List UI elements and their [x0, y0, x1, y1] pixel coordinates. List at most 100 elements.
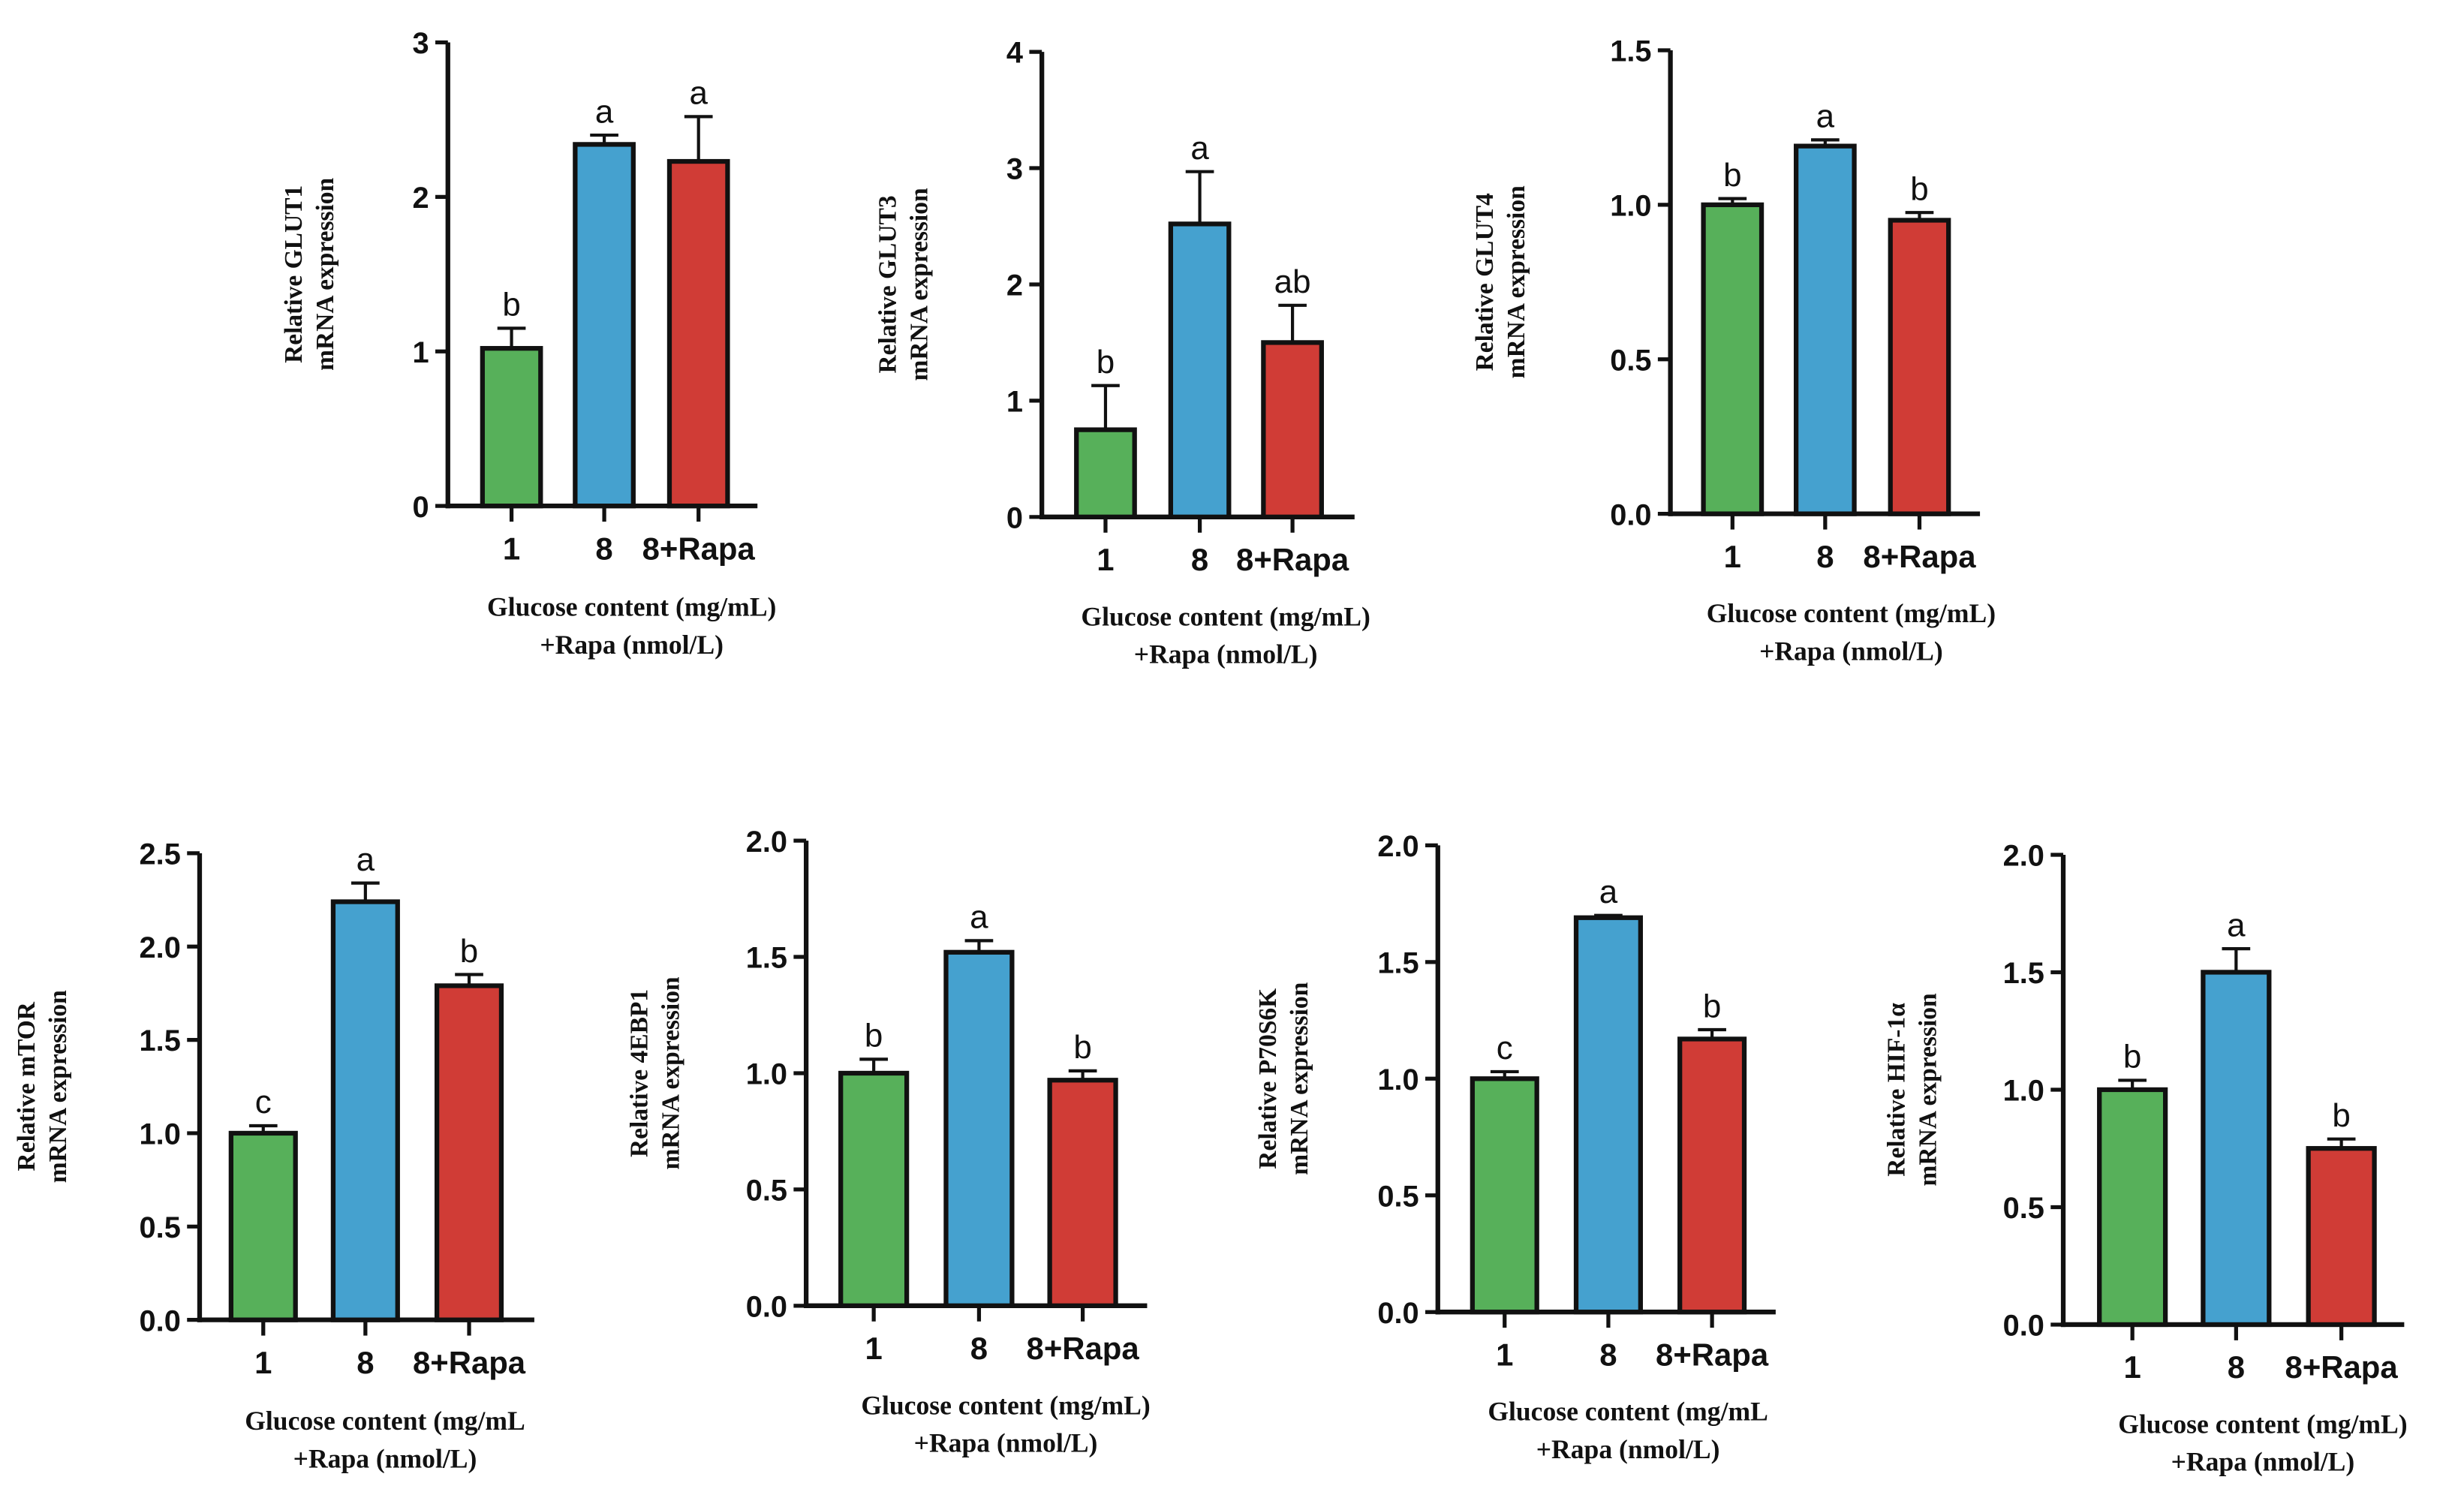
bar [2097, 1087, 2168, 1328]
bar [838, 1070, 910, 1308]
x-axis-label-line1: Glucose content (mg/mL [245, 1406, 525, 1436]
y-axis-label-line1: Relative mTOR [13, 1001, 41, 1171]
y-axis-label-line2: mRNA expression [1286, 982, 1313, 1175]
y-axis-label-line2: mRNA expression [311, 177, 339, 370]
y-axis-label: Relative HIF-1α mRNA expression [1883, 993, 1942, 1186]
y-tick-label: 0.5 [1377, 1180, 1419, 1213]
y-axis-label-line2: mRNA expression [1914, 993, 1942, 1186]
bar [1261, 340, 1324, 519]
x-axis-label-line1: Glucose content (mg/mL [1488, 1397, 1768, 1427]
significance-letter: a [1190, 130, 1209, 167]
y-axis-label: Relative 4EBP1 mRNA expression [626, 976, 685, 1169]
y-axis-label: Relative mTOR mRNA expression [13, 990, 72, 1183]
y-tick-label: 1.5 [1610, 35, 1651, 68]
significance-letter: a [357, 841, 375, 878]
significance-letter: a [689, 75, 708, 112]
y-tick-label: 1.5 [2003, 957, 2044, 990]
x-tick-label: 8+Rapa [413, 1345, 526, 1380]
bar [330, 899, 400, 1322]
y-tick-label: 2 [1006, 269, 1023, 302]
y-axis-label: Relative GLUT1 mRNA expression [280, 177, 339, 370]
y-tick-label: 0.5 [2003, 1192, 2044, 1225]
y-tick-label: 0.0 [1377, 1297, 1419, 1330]
y-tick-label: 0.5 [1610, 344, 1651, 377]
significance-letter: b [2123, 1039, 2141, 1075]
y-axis-label-line1: Relative P70S6K [1254, 988, 1282, 1169]
significance-letter: b [1703, 988, 1721, 1024]
y-tick-label: 2.0 [140, 931, 181, 964]
y-tick-label: 3 [413, 27, 429, 60]
y-tick-label: 0 [1006, 501, 1023, 534]
significance-letter: b [502, 287, 520, 323]
x-axis-label-line2: +Rapa (nmol/L) [540, 630, 724, 660]
chart-panel: 0.0 0.5 1.0 1.5 2.0 b 1 a 8 b 8+Rapa Relative 4EBP1… [626, 826, 1151, 1458]
y-tick-label: 1 [413, 336, 429, 369]
y-tick-label: 0.0 [2003, 1310, 2044, 1343]
bar [1573, 915, 1643, 1315]
y-tick-label: 1.0 [1377, 1063, 1419, 1096]
bar [1701, 202, 1765, 516]
x-tick-label: 8+Rapa [1656, 1337, 1769, 1372]
bar [2201, 970, 2272, 1328]
y-axis-label-line1: Relative GLUT3 [874, 195, 901, 373]
bar [1047, 1078, 1118, 1308]
x-tick-label: 8 [1599, 1337, 1617, 1372]
y-axis-label-line1: Relative GLUT4 [1471, 193, 1499, 371]
significance-letter: ab [1274, 263, 1311, 300]
y-axis-label-line2: mRNA expression [905, 188, 933, 381]
y-axis-label: Relative GLUT3 mRNA expression [874, 188, 933, 381]
significance-letter: a [1599, 874, 1618, 910]
x-axis-label-line2: +Rapa (nmol/L) [1536, 1434, 1720, 1464]
y-tick-label: 3 [1006, 153, 1023, 186]
bar [1470, 1076, 1539, 1315]
x-tick-label: 8+Rapa [1236, 542, 1349, 577]
y-tick-label: 1.5 [1377, 946, 1419, 979]
bar [1168, 221, 1232, 519]
y-tick-label: 0.5 [746, 1175, 787, 1208]
y-tick-label: 1.0 [1610, 190, 1651, 223]
x-axis-label-line1: Glucose content (mg/mL) [1707, 598, 1996, 628]
significance-letter: b [1910, 170, 1928, 207]
chart-panel: 0.0 0.5 1.0 1.5 2.0 c 1 a 8 b 8+Rapa Relative P70S6… [1254, 830, 1776, 1464]
significance-letter: a [2227, 907, 2246, 943]
x-tick-label: 8 [1816, 539, 1834, 574]
x-tick-label: 1 [1496, 1337, 1513, 1372]
bar [480, 346, 543, 509]
y-tick-label: 4 [1006, 37, 1023, 70]
y-tick-label: 0.0 [746, 1290, 787, 1323]
y-axis-label-line1: Relative 4EBP1 [626, 989, 654, 1157]
bar [228, 1130, 298, 1322]
x-tick-label: 8+Rapa [642, 531, 756, 566]
chart-panel: 0.0 0.5 1.0 1.5 2.0 b 1 a 8 b 8+Rapa Relative HIF-1… [1883, 840, 2408, 1477]
y-tick-label: 1.0 [2003, 1075, 2044, 1108]
significance-letter: b [865, 1018, 883, 1054]
x-axis-label-line2: +Rapa (nmol/L) [293, 1443, 477, 1473]
x-tick-label: 8 [970, 1331, 988, 1366]
significance-letter: b [2332, 1097, 2350, 1134]
x-tick-label: 8 [2228, 1349, 2245, 1385]
bar [434, 983, 504, 1322]
y-axis-label-line2: mRNA expression [1503, 185, 1530, 378]
x-tick-label: 1 [254, 1345, 272, 1380]
bar [2306, 1146, 2377, 1328]
x-axis-label-line1: Glucose content (mg/mL) [1081, 601, 1370, 631]
x-tick-label: 8 [357, 1345, 374, 1380]
x-tick-label: 1 [865, 1331, 883, 1366]
x-tick-label: 8+Rapa [1027, 1331, 1140, 1366]
bar [1074, 427, 1137, 519]
x-tick-label: 8 [1191, 542, 1208, 577]
x-tick-label: 1 [1097, 542, 1114, 577]
chart-panel: 0 1 2 3 4 b 1 a 8 ab 8+Rapa Relative GLUT3 mRNA expr… [874, 37, 1370, 669]
y-axis-label: Relative P70S6K mRNA expression [1254, 982, 1313, 1175]
y-tick-label: 0.0 [140, 1304, 181, 1337]
y-axis-label-line1: Relative HIF-1α [1883, 1003, 1911, 1177]
y-tick-label: 2.0 [746, 826, 787, 859]
x-axis-label-line2: +Rapa (nmol/L) [2171, 1447, 2355, 1477]
bar [943, 949, 1015, 1308]
bar [666, 158, 730, 509]
x-axis-label-line2: +Rapa (nmol/L) [1134, 639, 1318, 669]
significance-letter: c [255, 1084, 272, 1120]
x-tick-label: 8+Rapa [2285, 1349, 2399, 1385]
x-axis-label-line2: +Rapa (nmol/L) [914, 1428, 1098, 1458]
